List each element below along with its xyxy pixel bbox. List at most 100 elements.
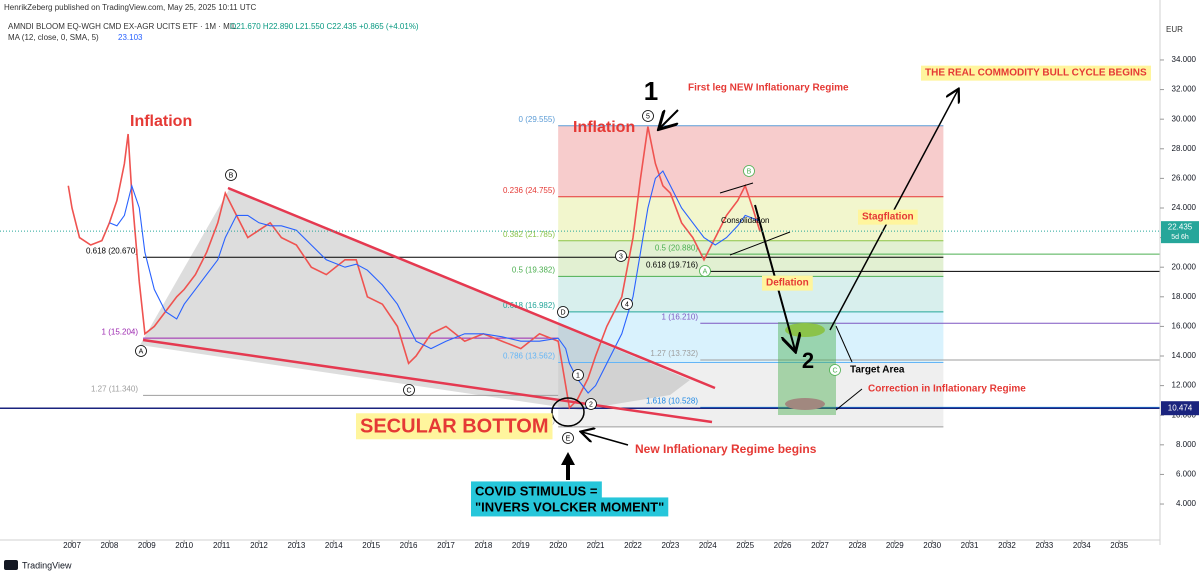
annotation-bg [471,481,602,501]
fib-label: 0.236 (24.755) [503,186,555,195]
annotations: First leg NEW Inflationary Regime 1 Inflat… [130,65,1152,517]
support-price-box [1161,401,1199,416]
x-tick-label: 2034 [1073,541,1091,550]
x-tick-label: 2026 [774,541,792,550]
x-tick-label: 2017 [437,541,455,550]
price-line [67,126,761,410]
y-tick-label: 32.000 [1172,85,1197,94]
wave-label: E [566,435,571,442]
wave-circle [562,432,574,444]
y-tick-label: 4.000 [1176,499,1197,508]
x-tick-label: 2022 [624,541,642,550]
ohlc: O21.670 H22.890 L21.550 C22.435 +0.865 (… [230,22,419,31]
arrow [582,432,629,446]
plot [0,126,1160,410]
support-price: 10.474 [1168,403,1193,412]
wave-circle [743,165,755,177]
fib-zone [558,311,944,363]
x-tick-label: 2011 [213,541,231,550]
x-tick-label: 2025 [736,541,754,550]
triangle-line [719,182,754,194]
x-tick-label: 2016 [400,541,418,550]
annotation-bg [471,497,669,517]
ma-value: 23.103 [118,33,143,42]
arrow-up [561,452,575,480]
wave-circle [135,345,147,357]
annotation-bg [762,275,813,291]
fib-label: 1 (16.210) [662,312,699,321]
annotation-bg [858,209,918,225]
x-tick-label: 2012 [250,541,268,550]
pointer [835,388,863,411]
wave-label: A [703,268,708,275]
y-tick-label: 12.000 [1172,381,1197,390]
wave-label: B [229,172,234,179]
x-tick-label: 2031 [961,541,979,550]
y-tick-label: 20.000 [1172,262,1197,271]
annotation: Consolidation [721,216,769,225]
wave-circle [572,369,584,381]
current-price: 22.435 [1168,222,1193,231]
x-tick-label: 2020 [549,541,567,550]
fib-label: 1.27 (11.340) [91,384,138,393]
annotation: New Inflationary Regime begins [635,442,817,456]
x-tick-label: 2035 [1110,541,1128,550]
x-tick-label: 2015 [362,541,380,550]
wedge [140,188,690,410]
x-tick-label: 2033 [1035,541,1053,550]
annotation: Inflation [130,113,192,130]
annotation-bg [356,413,553,440]
x-tick-label: 2013 [287,541,305,550]
x-tick-label: 2029 [886,541,904,550]
annotation: Stagflation [862,212,914,223]
wedge-line [227,186,716,390]
fib-zone [558,125,944,197]
x-tick-label: 2014 [325,541,343,550]
fib-label: 1.27 (13.732) [650,349,698,358]
annotation: COVID STIMULUS = [475,483,598,498]
wave-circle [642,110,654,122]
x-tick-label: 2010 [175,541,193,550]
annotation: 2 [802,348,814,373]
annotation: Deflation [766,278,809,289]
wave-label: 2 [589,401,593,408]
y-tick-label: 16.000 [1172,322,1197,331]
fib-label: 0 (29.555) [519,115,556,124]
fib-label: 0.618 (19.716) [646,261,698,270]
annotation-bg [921,65,1152,81]
ma-label: MA (12, close, 0, SMA, 5) [8,33,99,42]
logo [4,560,18,570]
wave-circle [557,306,569,318]
y-tick-label: 14.000 [1172,351,1197,360]
arrow [660,109,679,128]
y-tick-label: 8.000 [1176,440,1197,449]
wave-circle [615,250,627,262]
x-tick-label: 2027 [811,541,829,550]
y-tick-label: 30.000 [1172,114,1197,123]
annotation: Inflation [573,119,635,136]
x-tick-label: 2008 [100,541,118,550]
fib-label: 0.382 (21.785) [503,230,555,239]
pointer [835,325,853,363]
wave-circle [585,398,597,410]
fib-label: 0.5 (20.880) [655,243,698,252]
wave-label: 3 [619,253,623,260]
wave-circle [403,384,415,396]
x-tick-label: 2024 [699,541,717,550]
x-tick-label: 2009 [138,541,156,550]
brand: TradingView [22,560,72,570]
wave-circle [621,298,633,310]
fib-zone [558,362,944,427]
wave-label: D [560,309,565,316]
wave-label: 4 [625,301,629,308]
fib-label: 0.618 (16.982) [503,301,555,310]
x-tick-label: 2030 [923,541,941,550]
annotation: Correction in Inflationary Regime [868,384,1026,395]
wave-label: C [832,367,837,374]
fib-label: 1.618 (10.528) [646,397,698,406]
wave-label: 5 [646,113,650,120]
y-axis-bg [1160,0,1200,545]
wave-label: C [406,387,411,394]
currency: EUR [1166,25,1183,34]
fib-label: 1 (15.204) [102,327,139,336]
